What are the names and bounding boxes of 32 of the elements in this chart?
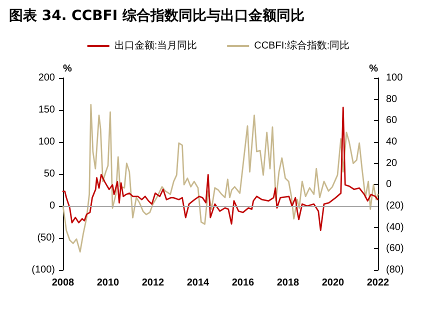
y2-tick-label: 40 bbox=[386, 136, 398, 148]
legend-label: 出口金额:当月同比 bbox=[114, 40, 198, 52]
y2-tick-label: (60) bbox=[386, 243, 404, 254]
y2-axis-title: % bbox=[369, 64, 378, 74]
chart-title: 图表 34. CCBFI 综合指数同比与出口金额同比 bbox=[9, 7, 304, 24]
x-tick-label: 2018 bbox=[276, 278, 300, 288]
y2-tick-label: (20) bbox=[386, 200, 404, 212]
y-tick-label: 200 bbox=[38, 72, 56, 84]
y2-tick-label: 0 bbox=[386, 179, 392, 190]
x-tick-label: 2016 bbox=[232, 278, 255, 288]
y-tick-label: (100) bbox=[32, 264, 55, 276]
line-series bbox=[62, 106, 378, 232]
x-tick-label: 2012 bbox=[142, 278, 165, 288]
y2-tick-label: (80) bbox=[386, 264, 404, 276]
y-tick-label: 100 bbox=[38, 136, 56, 148]
legend-label: CCBFI:综合指数:同比 bbox=[254, 40, 350, 52]
y2-tick-label: 60 bbox=[386, 115, 398, 126]
y2-tick-label: 100 bbox=[386, 72, 404, 84]
y-tick-label: 0 bbox=[49, 200, 56, 212]
y-tick-label: 150 bbox=[38, 104, 56, 116]
y-tick-label: 50 bbox=[44, 168, 56, 180]
y2-tick-label: 20 bbox=[386, 158, 398, 169]
line-series bbox=[62, 104, 379, 253]
y2-tick-label: (40) bbox=[386, 222, 404, 233]
x-tick-label: 2010 bbox=[96, 278, 120, 288]
x-tick-label: 2022 bbox=[366, 278, 390, 288]
y-axis-title: % bbox=[63, 64, 72, 74]
y2-tick-label: 80 bbox=[386, 94, 398, 105]
y-tick-label: (50) bbox=[37, 232, 55, 244]
x-tick-label: 2014 bbox=[186, 278, 210, 288]
x-tick-label: 2020 bbox=[322, 278, 345, 288]
x-tick-label: 2008 bbox=[52, 278, 75, 288]
